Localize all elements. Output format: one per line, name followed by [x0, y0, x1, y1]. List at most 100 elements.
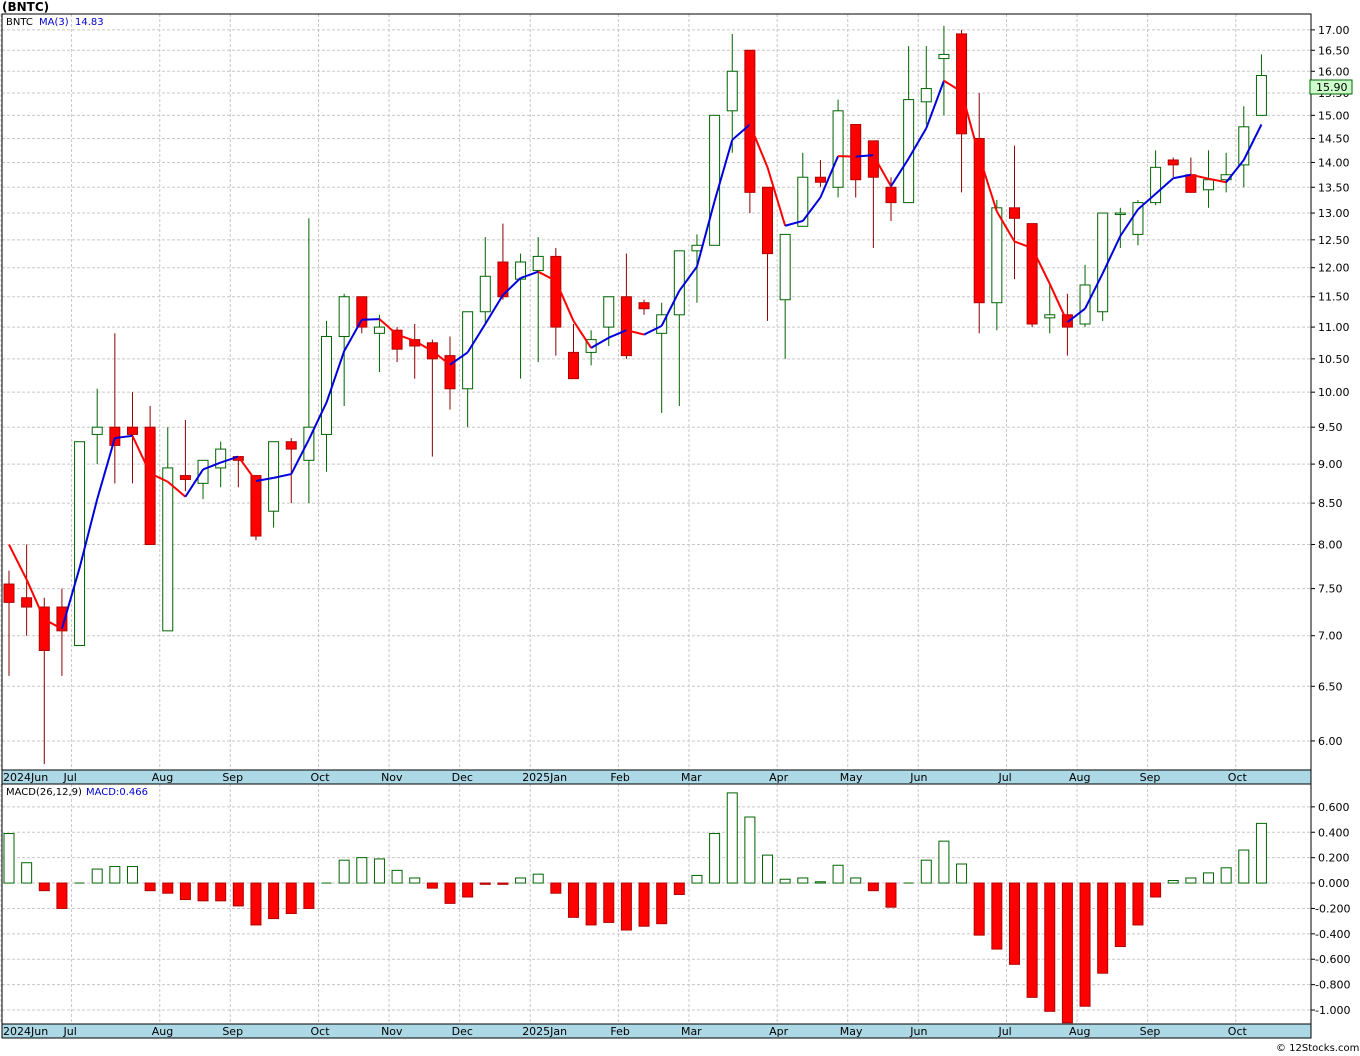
ma-segment	[643, 324, 663, 336]
candle-body	[620, 296, 632, 357]
ma-segment	[378, 318, 398, 336]
ma-segment	[784, 219, 804, 227]
y-tick-label: 9.50	[1318, 421, 1343, 434]
x-tick-label: Oct	[1228, 771, 1248, 784]
y-tick-label: 16.50	[1318, 44, 1350, 57]
candle-body	[91, 426, 103, 435]
candle-body	[1255, 75, 1267, 116]
macd-bar	[144, 882, 156, 892]
ma-segment	[960, 91, 981, 157]
x-tick-label: Sep	[222, 1025, 243, 1038]
ma-segment	[1208, 177, 1227, 184]
ma-segment	[484, 294, 504, 325]
x-tick-label: Jul	[997, 771, 1011, 784]
ma-segment	[1173, 173, 1192, 180]
macd-bar	[268, 882, 280, 920]
candle-body	[391, 329, 403, 350]
ma-segment	[396, 333, 416, 342]
x-tick-label: Jul	[997, 1025, 1011, 1038]
candle-body	[973, 137, 985, 304]
candle-body	[709, 114, 721, 246]
ma-segment	[1031, 247, 1051, 285]
ma-segment	[25, 579, 46, 620]
last-price-tag	[1309, 79, 1353, 95]
ma-segment	[502, 277, 522, 296]
ma-segment	[608, 329, 627, 339]
ma-segment	[678, 265, 698, 292]
x-tick-label: Oct	[1228, 1025, 1248, 1038]
ma-segment	[1119, 208, 1139, 237]
candle-body	[56, 606, 68, 632]
ma-segment	[1048, 283, 1069, 323]
candle-body	[197, 459, 209, 484]
y-tick-label: 14.00	[1318, 156, 1350, 169]
macd-bar	[126, 866, 138, 884]
y-tick-label: 12.00	[1318, 262, 1350, 275]
y-tick-label: 13.50	[1318, 181, 1350, 194]
macd-bar	[497, 882, 509, 885]
y-tick-label: -0.600	[1315, 953, 1350, 966]
candle-body	[74, 441, 86, 647]
price-date-axis	[1, 769, 1312, 785]
macd-bar	[250, 882, 262, 926]
x-tick-label: Jun	[909, 1025, 927, 1038]
candle-body	[550, 255, 562, 328]
x-tick-label: Jun	[909, 771, 927, 784]
macd-bar	[1097, 882, 1109, 974]
macd-bar	[21, 862, 33, 884]
ma-segment	[554, 280, 575, 322]
ma-segment	[872, 154, 892, 187]
macd-bar	[620, 882, 632, 931]
x-tick-label: Mar	[681, 771, 702, 784]
candle-body	[567, 351, 579, 380]
ma-segment	[290, 439, 310, 475]
candle-body	[1150, 166, 1162, 204]
candle-body	[1026, 223, 1038, 325]
y-tick-label: 14.50	[1318, 132, 1350, 145]
y-tick-label: 17.00	[1318, 24, 1350, 37]
y-tick-label: -0.200	[1315, 902, 1350, 915]
x-tick-label: Jul	[63, 771, 77, 784]
macd-bar	[162, 882, 174, 894]
ma-segment	[748, 124, 769, 168]
macd-bar	[638, 882, 650, 927]
candle-body	[3, 583, 15, 603]
candle-body	[1185, 174, 1197, 193]
candle-body	[779, 233, 791, 301]
credit-text: © 12Stocks.com	[1276, 1043, 1359, 1054]
y-tick-label: 6.50	[1318, 680, 1343, 693]
ma-segment	[1066, 307, 1086, 323]
x-tick-label: Feb	[610, 1025, 629, 1038]
y-tick-label: 11.00	[1318, 321, 1350, 334]
candle-body	[726, 70, 738, 112]
candle-body	[109, 426, 121, 446]
macd-bar	[973, 882, 985, 936]
x-tick-label: Aug	[152, 771, 173, 784]
candle-body	[832, 110, 844, 188]
macd-bar	[1132, 882, 1144, 926]
macd-bar	[1220, 867, 1232, 884]
macd-bar	[532, 873, 544, 884]
macd-bar	[938, 840, 950, 884]
ma-segment	[307, 402, 328, 440]
candle-body	[444, 355, 456, 390]
y-tick-label: 10.00	[1318, 386, 1350, 399]
candle-body	[885, 186, 897, 204]
ma-segment	[731, 123, 751, 141]
macd-bar	[991, 882, 1003, 950]
y-tick-label: 8.50	[1318, 497, 1343, 510]
x-tick-label: 2024Jun	[3, 1025, 48, 1038]
candle-body	[1238, 126, 1250, 166]
candle-body	[462, 311, 474, 390]
y-tick-label: 16.00	[1318, 65, 1350, 78]
candle-body	[1097, 212, 1109, 313]
macd-bar	[1238, 849, 1250, 884]
ma-segment	[237, 455, 257, 482]
macd-bar	[462, 882, 474, 898]
x-tick-label: May	[840, 1025, 863, 1038]
ma-segment	[220, 455, 239, 464]
y-tick-label: 0.400	[1318, 826, 1350, 839]
candle-body	[285, 441, 297, 450]
candle-body	[762, 186, 774, 255]
macd-legend-label: MACD(26,12,9)	[6, 787, 82, 798]
